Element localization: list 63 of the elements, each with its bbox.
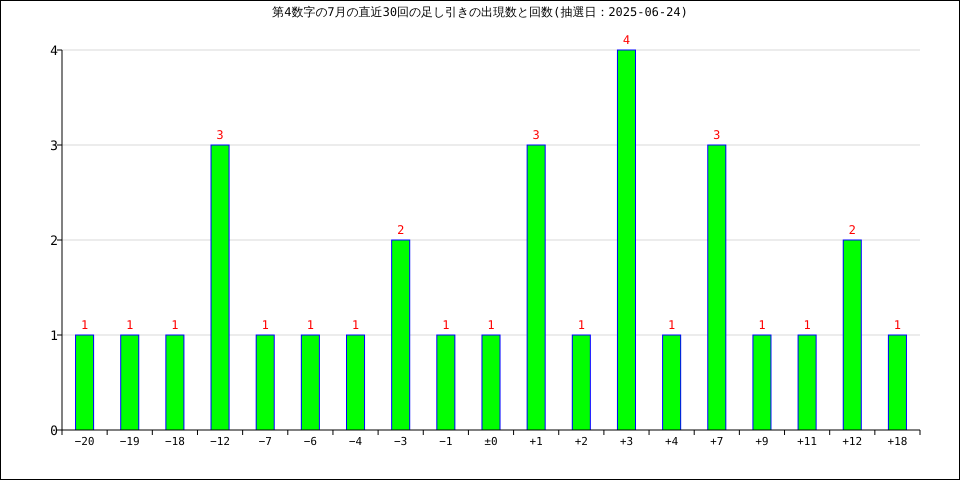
x-tick-label: −6 (304, 435, 317, 448)
bar (75, 334, 94, 430)
x-tick-label: −7 (258, 435, 272, 448)
bar (436, 334, 456, 430)
x-tick-label: +11 (797, 435, 818, 448)
bar (526, 144, 546, 430)
y-tick-label: 4 (50, 44, 58, 59)
data-label: 1 (352, 318, 360, 332)
bar (165, 334, 184, 430)
y-tick-label: 2 (50, 234, 58, 249)
data-label: 1 (126, 318, 134, 332)
data-label: 1 (668, 318, 676, 332)
data-label: 1 (306, 318, 314, 332)
y-tick-label: 1 (50, 329, 58, 344)
x-tick-label: −1 (439, 435, 452, 448)
data-label: 1 (171, 318, 179, 332)
data-label: 1 (758, 318, 766, 332)
x-tick-label: +3 (620, 435, 634, 448)
x-tick-label: +12 (842, 435, 862, 448)
x-tick-label: +7 (710, 435, 724, 448)
x-tick-label: −3 (394, 435, 408, 448)
x-tick-label: +4 (665, 435, 679, 448)
bar (662, 334, 682, 430)
chart-title: 第4数字の7月の直近30回の足し引きの出現数と回数(抽選日：2025-06-24) (272, 5, 688, 19)
x-tick-label: −12 (210, 435, 230, 448)
bar (842, 240, 862, 430)
bar (752, 334, 772, 430)
bar (616, 50, 636, 430)
bar (391, 240, 410, 430)
bar (888, 334, 907, 430)
x-tick-label: ±0 (484, 435, 498, 448)
data-label: 1 (487, 318, 495, 332)
bar (707, 144, 726, 430)
data-label: 2 (848, 223, 856, 237)
data-label: 1 (803, 318, 811, 332)
data-label: 1 (442, 318, 450, 332)
bar (300, 334, 320, 430)
bar (481, 334, 501, 430)
bar (120, 334, 140, 430)
data-label: 3 (713, 128, 720, 142)
x-tick-label: +1 (530, 435, 543, 448)
bar (346, 334, 366, 430)
bar (210, 144, 230, 430)
x-tick-label: −20 (74, 435, 95, 448)
data-label: 1 (578, 318, 585, 332)
data-label: 1 (80, 318, 88, 332)
x-tick-label: −18 (164, 435, 185, 448)
x-tick-label: −19 (120, 435, 140, 448)
data-label: 3 (216, 128, 224, 142)
y-tick-label: 0 (50, 424, 58, 439)
data-label: 1 (262, 318, 269, 332)
data-label: 4 (622, 33, 630, 47)
bar (572, 334, 591, 430)
bar (256, 334, 275, 430)
bar (798, 334, 817, 430)
y-tick-label: 3 (50, 139, 58, 154)
x-tick-label: −4 (348, 435, 363, 448)
x-tick-label: +2 (574, 435, 588, 448)
data-label: 2 (397, 223, 404, 237)
x-tick-label: +9 (755, 435, 769, 448)
data-label: 3 (532, 128, 540, 142)
data-label: 1 (894, 318, 902, 332)
x-tick-label: +18 (887, 435, 908, 448)
